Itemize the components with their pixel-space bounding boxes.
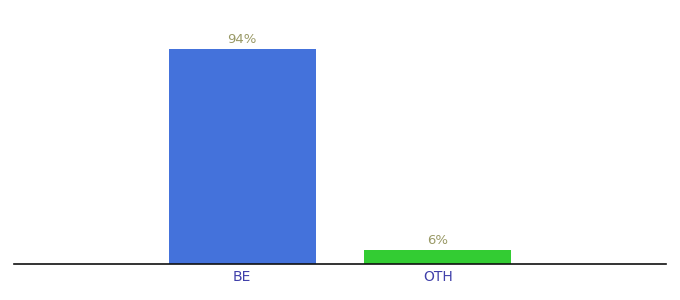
Bar: [364, 250, 511, 264]
Text: 6%: 6%: [428, 234, 448, 247]
Text: 94%: 94%: [227, 33, 257, 46]
Bar: [169, 49, 316, 264]
